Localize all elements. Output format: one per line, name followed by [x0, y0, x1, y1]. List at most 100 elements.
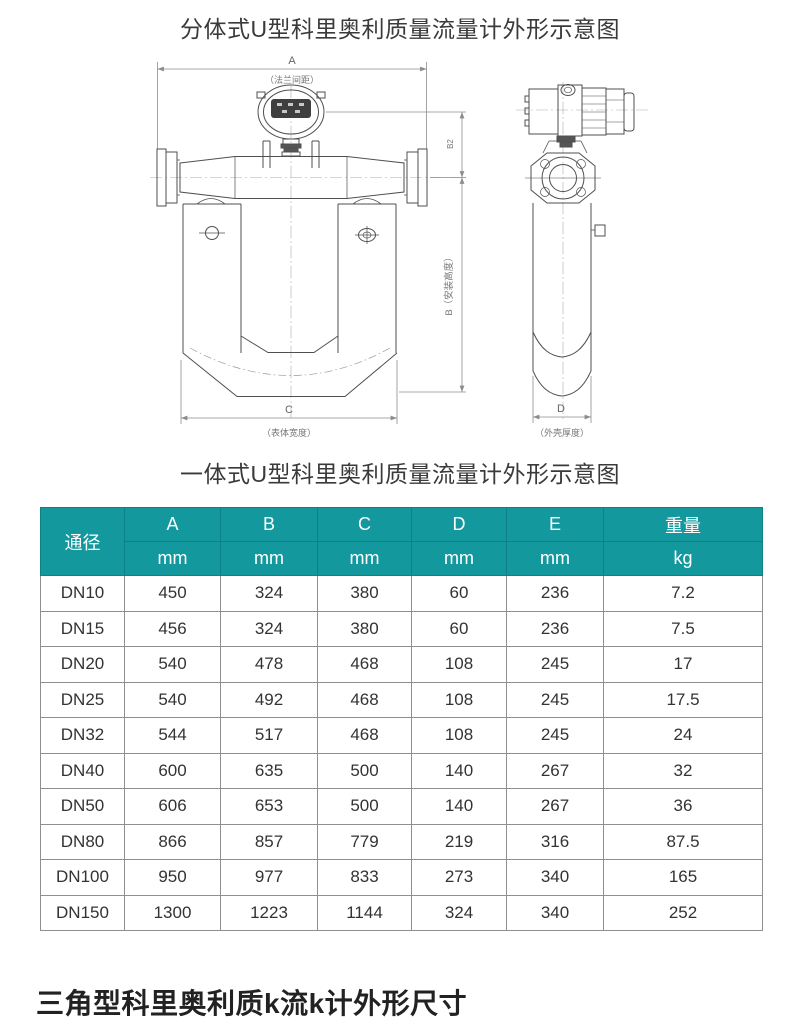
- table-row: DN10 450 324 380 60 236 7.2: [40, 575, 763, 612]
- table-body: DN10 450 324 380 60 236 7.2 DN15 456 324 380 60 236 7…: [40, 575, 763, 931]
- front-view: A （法兰间距）: [150, 55, 466, 438]
- cell-dn: DN25: [40, 681, 125, 718]
- cell-value: 108: [411, 681, 507, 718]
- page-title-integrated-type: 一体式U型科里奥利质量流量计外形示意图: [179, 461, 621, 487]
- cell-value: 492: [220, 681, 318, 718]
- cell-value: 7.2: [603, 575, 763, 612]
- dim-d-note: （外壳厚度）: [535, 427, 589, 438]
- table-row: DN100 950 977 833 273 340 165: [40, 859, 763, 896]
- header-cell-label: E: [506, 507, 604, 542]
- cell-value: 245: [506, 646, 604, 683]
- header-cell-label: B: [220, 507, 318, 542]
- header-cell-unit: mm: [411, 541, 507, 576]
- cell-value: 267: [506, 752, 604, 789]
- cell-value: 236: [506, 610, 604, 647]
- cell-dn: DN32: [40, 717, 125, 754]
- page-title-split-type: 分体式U型科里奥利质量流量计外形示意图: [179, 16, 621, 42]
- cell-value: 32: [603, 752, 763, 789]
- cell-value: 380: [317, 575, 412, 612]
- cell-value: 252: [603, 894, 763, 931]
- side-view: D （外壳厚度）: [516, 82, 650, 438]
- cell-dn: DN50: [40, 788, 125, 825]
- dim-a-note: （法兰间距）: [265, 74, 319, 85]
- cell-value: 635: [220, 752, 318, 789]
- cell-value: 977: [220, 859, 318, 896]
- cell-value: 324: [220, 610, 318, 647]
- cell-value: 340: [506, 894, 604, 931]
- cell-value: 478: [220, 646, 318, 683]
- bottom-section-heading: 三角型科里奥利质k流k计外形尺寸: [36, 988, 468, 1019]
- dim-b2-label: B2: [446, 139, 455, 149]
- cell-value: 245: [506, 681, 604, 718]
- cell-value: 500: [317, 752, 412, 789]
- table-row: DN32 544 517 468 108 245 24: [40, 717, 763, 754]
- header-cell-dn: 通径: [40, 507, 125, 576]
- header-cell-label: D: [411, 507, 507, 542]
- table-row: DN150 1300 1223 1144 324 340 252: [40, 894, 763, 931]
- header-cell-label: 重量: [603, 507, 763, 542]
- cell-value: 540: [124, 646, 221, 683]
- cell-value: 108: [411, 646, 507, 683]
- cell-value: 17: [603, 646, 763, 683]
- cell-value: 60: [411, 610, 507, 647]
- cell-dn: DN40: [40, 752, 125, 789]
- cell-value: 140: [411, 752, 507, 789]
- cell-value: 245: [506, 717, 604, 754]
- cell-value: 17.5: [603, 681, 763, 718]
- cell-value: 324: [411, 894, 507, 931]
- cell-value: 87.5: [603, 823, 763, 860]
- table-row: DN40 600 635 500 140 267 32: [40, 752, 763, 789]
- cell-value: 1300: [124, 894, 221, 931]
- table-row: DN15 456 324 380 60 236 7.5: [40, 610, 763, 647]
- table-header-row-units: mm mm mm mm mm kg: [41, 541, 763, 576]
- header-cell-unit: mm: [317, 541, 412, 576]
- cell-dn: DN100: [40, 859, 125, 896]
- table-row: DN80 866 857 779 219 316 87.5: [40, 823, 763, 860]
- cell-value: 653: [220, 788, 318, 825]
- cell-value: 468: [317, 681, 412, 718]
- header-cell-unit: mm: [506, 541, 604, 576]
- cell-dn: DN10: [40, 575, 125, 612]
- dim-d-label: D: [557, 403, 565, 415]
- cell-value: 1223: [220, 894, 318, 931]
- cell-value: 866: [124, 823, 221, 860]
- table-row: DN20 540 478 468 108 245 17: [40, 646, 763, 683]
- cell-value: 324: [220, 575, 318, 612]
- cell-value: 468: [317, 646, 412, 683]
- cell-value: 517: [220, 717, 318, 754]
- dim-a-label: A: [288, 55, 296, 67]
- cell-value: 456: [124, 610, 221, 647]
- cell-dn: DN150: [40, 894, 125, 931]
- dim-c-note: （表体宽度）: [262, 427, 316, 438]
- header-cell-unit: kg: [603, 541, 763, 576]
- cell-value: 468: [317, 717, 412, 754]
- cell-value: 236: [506, 575, 604, 612]
- cell-value: 219: [411, 823, 507, 860]
- cell-value: 7.5: [603, 610, 763, 647]
- cell-value: 779: [317, 823, 412, 860]
- cell-value: 380: [317, 610, 412, 647]
- cell-value: 267: [506, 788, 604, 825]
- table-row: DN25 540 492 468 108 245 17.5: [40, 681, 763, 718]
- cell-value: 450: [124, 575, 221, 612]
- header-cell-unit: mm: [220, 541, 318, 576]
- cell-value: 60: [411, 575, 507, 612]
- cell-value: 340: [506, 859, 604, 896]
- dim-c-label: C: [285, 404, 293, 416]
- cell-value: 950: [124, 859, 221, 896]
- cell-value: 165: [603, 859, 763, 896]
- header-cell-label: C: [317, 507, 412, 542]
- cell-value: 140: [411, 788, 507, 825]
- cell-value: 833: [317, 859, 412, 896]
- cell-dn: DN80: [40, 823, 125, 860]
- cell-dn: DN15: [40, 610, 125, 647]
- header-cell-label: A: [124, 507, 221, 542]
- header-cell-unit: mm: [124, 541, 221, 576]
- cell-value: 540: [124, 681, 221, 718]
- cell-value: 316: [506, 823, 604, 860]
- cell-dn: DN20: [40, 646, 125, 683]
- table-header-row-labels: 通径 A B C D E 重量: [40, 507, 763, 576]
- cell-value: 600: [124, 752, 221, 789]
- dimension-spec-table: 通径 A B C D E 重量 mm mm mm mm mm kg DN10 450 324 380 60 2…: [40, 507, 763, 931]
- cell-value: 606: [124, 788, 221, 825]
